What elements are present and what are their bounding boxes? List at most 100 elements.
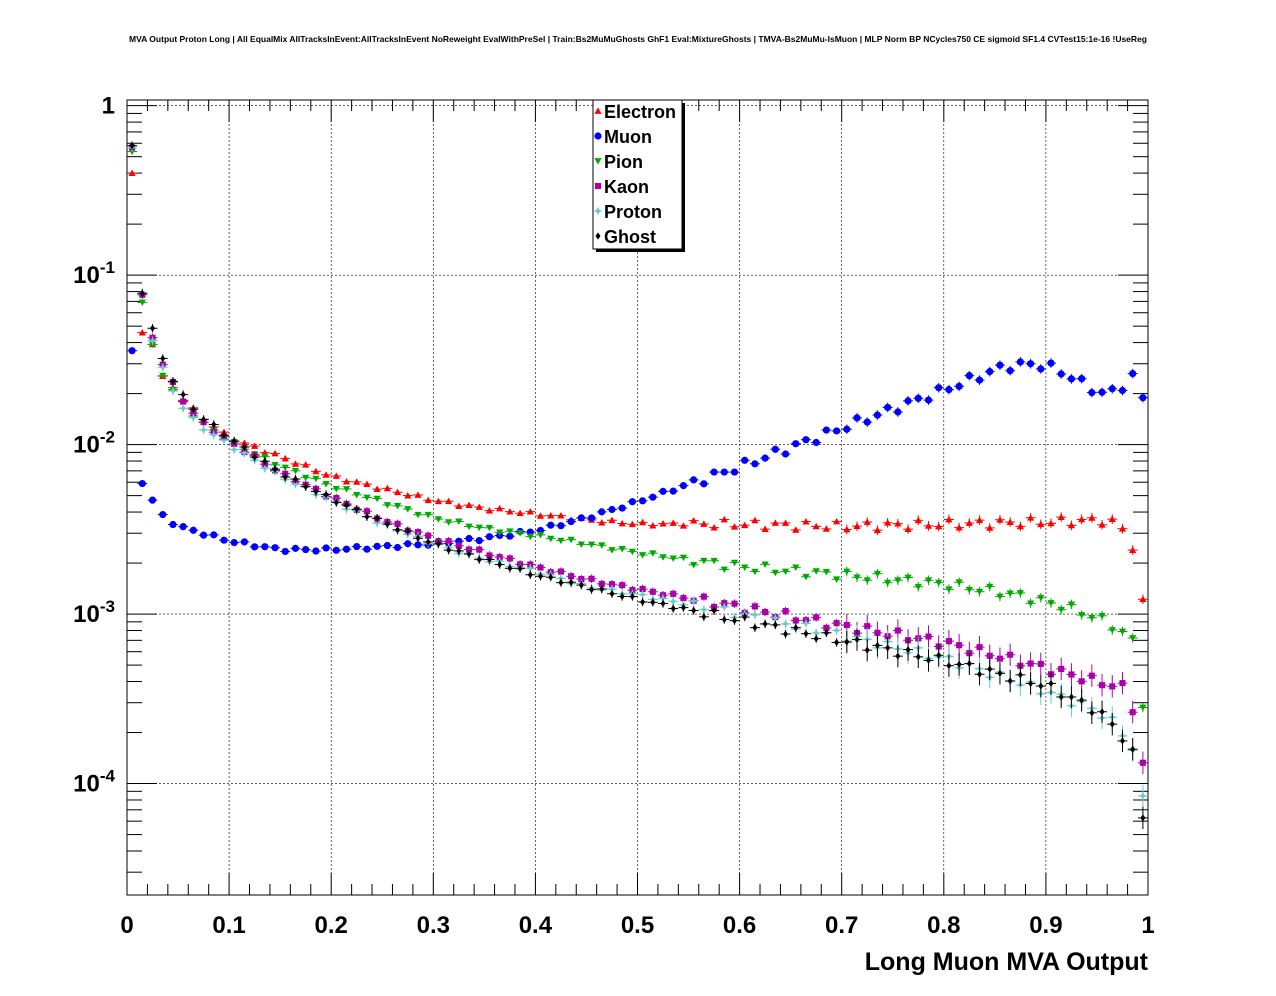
- marker-square: [506, 555, 513, 562]
- marker-diamond: [425, 538, 431, 546]
- marker-circle: [679, 482, 688, 490]
- marker-circle: [220, 536, 228, 544]
- axes: 0 0.1 0.2 0.3 0.4 0.5 0.6 0.7 0.8 0.9 1 1 10-1 10-2 10…: [73, 93, 1155, 939]
- marker-diamond: [231, 437, 237, 445]
- x-tick-label: 0.2: [315, 912, 348, 939]
- marker-diamond: [619, 592, 625, 601]
- marker-square: [649, 588, 656, 595]
- marker-circle: [363, 545, 371, 553]
- marker-square: [956, 642, 963, 649]
- marker-triangle-up: [649, 521, 657, 529]
- marker-square: [1058, 665, 1065, 672]
- marker-triangle-down: [1057, 606, 1065, 614]
- marker-circle: [935, 384, 943, 392]
- marker-square: [864, 623, 871, 630]
- marker-triangle-down: [332, 486, 340, 493]
- marker-circle: [924, 396, 933, 404]
- marker-triangle-down: [710, 557, 718, 565]
- marker-triangle-down: [924, 577, 933, 584]
- marker-diamond: [772, 621, 778, 629]
- marker-diamond: [711, 606, 717, 615]
- marker-triangle-up: [628, 520, 636, 528]
- marker-triangle-up: [1098, 521, 1106, 528]
- marker-triangle-up: [751, 516, 759, 524]
- marker-square: [792, 617, 799, 624]
- marker-diamond: [987, 665, 993, 673]
- marker-triangle-down: [404, 506, 412, 513]
- marker-diamond: [405, 527, 411, 535]
- y-tick-label: 10-4: [73, 767, 115, 798]
- marker-triangle-up: [914, 516, 922, 524]
- marker-circle: [792, 440, 800, 448]
- marker-circle: [965, 372, 973, 380]
- marker-circle: [945, 386, 953, 394]
- marker-circle: [506, 532, 514, 540]
- marker-triangle-up: [547, 511, 555, 519]
- marker-triangle-up: [322, 471, 330, 478]
- x-tick-label: 0.9: [1029, 912, 1062, 939]
- marker-triangle-down: [628, 548, 636, 556]
- marker-triangle-down: [455, 518, 463, 525]
- marker-circle: [832, 427, 841, 435]
- marker-diamond: [1007, 677, 1013, 685]
- marker-diamond: [762, 620, 768, 628]
- marker-triangle-up: [516, 509, 524, 517]
- marker-triangle-down: [679, 554, 688, 562]
- marker-circle: [179, 523, 187, 531]
- marker-diamond: [874, 641, 880, 649]
- marker-triangle-down: [536, 532, 545, 539]
- marker-circle: [383, 541, 391, 550]
- marker-triangle-down: [639, 552, 647, 559]
- marker-triangle-down: [720, 566, 728, 574]
- marker-triangle-down: [945, 586, 953, 593]
- y-tick-label: 10-1: [73, 258, 115, 289]
- marker-triangle-up: [506, 508, 514, 515]
- marker-triangle-up: [251, 442, 259, 449]
- marker-triangle-up: [342, 478, 351, 485]
- marker-diamond: [793, 624, 799, 632]
- marker-triangle-down: [567, 536, 575, 544]
- marker-square: [731, 600, 738, 607]
- marker-triangle-up: [884, 519, 892, 526]
- marker-triangle-down: [730, 559, 739, 567]
- marker-triangle-down: [955, 579, 963, 586]
- marker-diamond: [252, 453, 258, 461]
- marker-triangle-down: [424, 511, 432, 519]
- marker-triangle-up: [710, 524, 718, 531]
- marker-triangle-down: [414, 511, 422, 519]
- marker-star: [219, 435, 229, 445]
- marker-diamond: [1058, 693, 1064, 701]
- legend-box: [592, 99, 683, 250]
- marker-circle: [393, 543, 402, 552]
- marker-circle: [914, 394, 922, 402]
- marker-circle: [271, 544, 279, 552]
- marker-triangle-up: [1129, 546, 1137, 553]
- marker-square: [874, 629, 881, 636]
- marker-circle: [741, 456, 749, 464]
- y-tick-label: 1: [102, 93, 115, 120]
- marker-circle: [730, 468, 739, 476]
- marker-circle: [996, 361, 1004, 369]
- marker-diamond: [241, 443, 247, 451]
- marker-star: [158, 362, 168, 372]
- marker-circle: [557, 522, 565, 530]
- marker-triangle-up: [312, 467, 320, 475]
- marker-square: [996, 655, 1004, 662]
- marker-diamond: [1079, 696, 1085, 704]
- marker-triangle-down: [281, 464, 289, 472]
- marker-square: [1078, 678, 1085, 685]
- marker-diamond: [456, 547, 462, 555]
- marker-triangle-down: [812, 568, 820, 575]
- marker-triangle-up: [965, 519, 973, 526]
- marker-circle: [618, 504, 626, 512]
- series-ghost: [127, 141, 1148, 830]
- marker-triangle-down: [1047, 600, 1055, 607]
- marker-square: [1088, 672, 1095, 679]
- marker-square: [1068, 671, 1075, 678]
- marker-circle: [199, 531, 208, 539]
- marker-diamond: [313, 487, 319, 496]
- marker-circle: [1067, 375, 1076, 383]
- marker-circle: [639, 497, 647, 505]
- marker-diamond: [364, 513, 370, 521]
- marker-diamond: [548, 573, 554, 581]
